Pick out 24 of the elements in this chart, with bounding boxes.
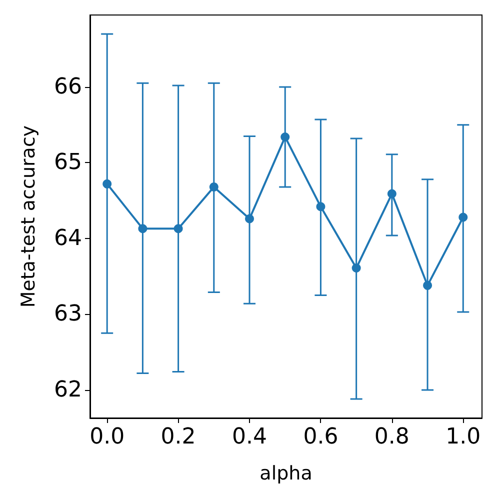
point xyxy=(138,224,148,234)
point xyxy=(174,224,183,234)
x-axis-title: alpha xyxy=(260,462,312,484)
x-tick-label: 0.2 xyxy=(160,424,196,450)
point xyxy=(280,132,290,142)
point xyxy=(316,202,326,212)
y-tick-label: 63 xyxy=(54,302,82,327)
x-tick-label: 0.4 xyxy=(232,424,268,450)
point xyxy=(352,264,361,273)
point xyxy=(245,214,254,224)
y-tick-label: 64 xyxy=(54,226,82,251)
y-tick-label: 66 xyxy=(54,74,82,100)
point xyxy=(102,179,112,188)
x-tick-label: 0.6 xyxy=(303,424,338,450)
y-tick-label: 65 xyxy=(54,150,82,176)
y-axis-title: Meta-test accuracy xyxy=(18,125,40,308)
y-tick-label: 62 xyxy=(54,377,82,402)
x-tick-label: 0.8 xyxy=(374,424,410,450)
x-tick-label: 0.0 xyxy=(90,424,125,450)
point xyxy=(209,182,218,192)
point xyxy=(387,189,396,198)
point xyxy=(423,280,432,290)
point xyxy=(458,212,468,222)
x-tick-label: 1.0 xyxy=(446,424,481,450)
